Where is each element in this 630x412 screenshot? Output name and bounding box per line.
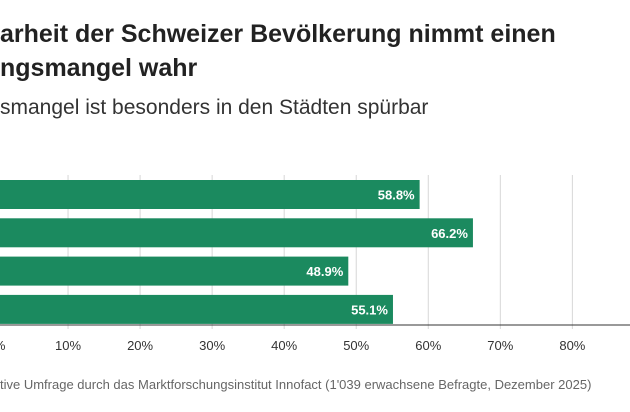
bar [0, 256, 349, 286]
x-tick-label: 50% [343, 338, 369, 353]
bar [0, 294, 393, 324]
x-tick-label: 10% [55, 338, 81, 353]
value-label: 55.1% [351, 302, 388, 317]
value-label: 48.9% [306, 264, 343, 279]
x-tick-label: 80% [559, 338, 585, 353]
x-tick-label: 0% [0, 338, 6, 353]
x-tick-label: 20% [127, 338, 153, 353]
x-tick-label: 40% [271, 338, 297, 353]
value-label: 58.8% [378, 188, 415, 203]
x-tick-label: 30% [199, 338, 225, 353]
value-label: 66.2% [431, 226, 468, 241]
bar [0, 218, 473, 248]
chart-title: arheit der Schweizer Bevölkerung nimmt e… [0, 20, 556, 48]
x-tick-label: 60% [415, 338, 441, 353]
source-note: tive Umfrage durch das Marktforschungsin… [0, 377, 591, 392]
bar [0, 180, 420, 209]
chart-title: ngsmangel wahr [0, 54, 198, 82]
chart-subtitle: smangel ist besonders in den Städten spü… [0, 96, 428, 119]
x-tick-label: 70% [487, 338, 513, 353]
